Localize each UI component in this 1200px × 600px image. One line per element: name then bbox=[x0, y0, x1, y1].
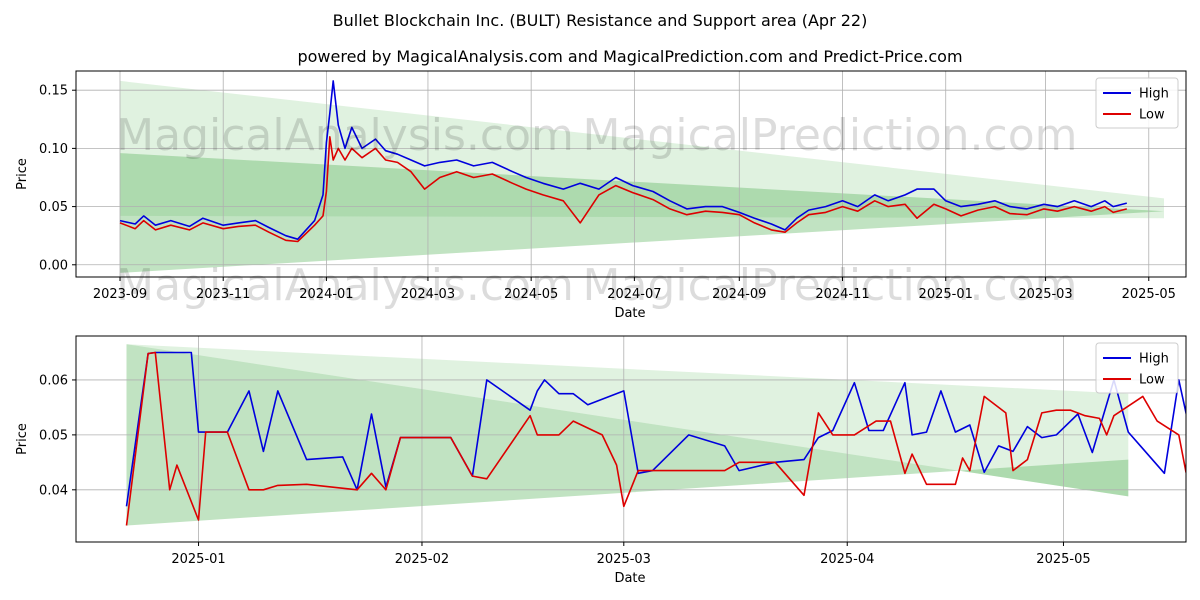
x-tick-label: 2024-07 bbox=[607, 287, 661, 302]
x-tick-label: 2025-01 bbox=[171, 552, 225, 567]
axes-frame bbox=[75, 335, 1187, 543]
chart-title: Bullet Blockchain Inc. (BULT) Resistance… bbox=[333, 11, 868, 30]
legend: High Low bbox=[1095, 342, 1179, 394]
legend-label: High bbox=[1139, 352, 1169, 367]
top-panel: MagicalAnalysis.comMagicalAnalysis.comMa… bbox=[15, 70, 1187, 321]
legend-box bbox=[1095, 342, 1179, 394]
x-tick-label: 2024-09 bbox=[712, 287, 766, 302]
legend-box bbox=[1095, 77, 1179, 129]
x-tick-label: 2024-05 bbox=[504, 287, 558, 302]
series-line-high bbox=[125, 351, 1186, 507]
series-line-low bbox=[125, 351, 1186, 526]
watermark-text: MagicalPrediction.com bbox=[583, 260, 1078, 311]
y-tick-label: 0.05 bbox=[39, 200, 68, 215]
x-axis-label: Date bbox=[614, 306, 645, 321]
plot-area bbox=[76, 336, 1186, 542]
x-tick-label: 2023-11 bbox=[196, 287, 250, 302]
series-line-high bbox=[119, 80, 1127, 240]
chart-subtitle: powered by MagicalAnalysis.com and Magic… bbox=[297, 47, 962, 66]
series-line-low bbox=[119, 136, 1127, 243]
resistance-band-0 bbox=[120, 80, 1164, 219]
x-tick-label: 2023-09 bbox=[93, 287, 147, 302]
x-tick-label: 2025-02 bbox=[395, 552, 449, 567]
legend-label: High bbox=[1139, 87, 1169, 102]
legend-label: Low bbox=[1139, 373, 1165, 388]
x-tick-label: 2025-01 bbox=[919, 287, 973, 302]
bottom-panel: MagicalAnalysis.comMagicalAnalysis.comMa… bbox=[15, 110, 1187, 586]
x-tick-label: 2024-01 bbox=[299, 287, 353, 302]
x-tick-label: 2024-11 bbox=[815, 287, 869, 302]
watermark-text: MagicalPrediction.com bbox=[583, 110, 1078, 161]
watermark-text: MagicalAnalysis.com bbox=[116, 110, 574, 161]
axes-frame bbox=[75, 70, 1187, 278]
watermark-text: MagicalPrediction.com bbox=[583, 110, 1078, 161]
y-tick-label: 0.00 bbox=[39, 258, 68, 273]
support-band-1 bbox=[120, 153, 1164, 273]
resistance-band-0 bbox=[126, 344, 1129, 497]
y-tick-label: 0.10 bbox=[39, 142, 68, 157]
x-tick-label: 2025-05 bbox=[1122, 287, 1176, 302]
x-tick-label: 2025-05 bbox=[1036, 552, 1090, 567]
plot-area bbox=[76, 71, 1186, 277]
legend-label: Low bbox=[1139, 108, 1165, 123]
x-tick-label: 2025-03 bbox=[1018, 287, 1072, 302]
y-axis-label: Price bbox=[15, 158, 30, 190]
legend: High Low bbox=[1095, 77, 1179, 129]
watermark-text: MagicalPrediction.com bbox=[583, 260, 1078, 311]
y-tick-label: 0.15 bbox=[39, 84, 68, 99]
y-tick-label: 0.05 bbox=[39, 428, 68, 443]
watermark-text: MagicalAnalysis.com bbox=[116, 110, 574, 161]
x-axis-label: Date bbox=[614, 571, 645, 586]
x-tick-label: 2025-03 bbox=[597, 552, 651, 567]
watermark-text: MagicalAnalysis.com bbox=[116, 260, 574, 311]
watermark-text: MagicalAnalysis.com bbox=[116, 260, 574, 311]
y-tick-label: 0.04 bbox=[39, 483, 68, 498]
y-axis-label: Price bbox=[15, 423, 30, 455]
y-tick-label: 0.06 bbox=[39, 373, 68, 388]
x-tick-label: 2024-03 bbox=[401, 287, 455, 302]
x-tick-label: 2025-04 bbox=[820, 552, 874, 567]
